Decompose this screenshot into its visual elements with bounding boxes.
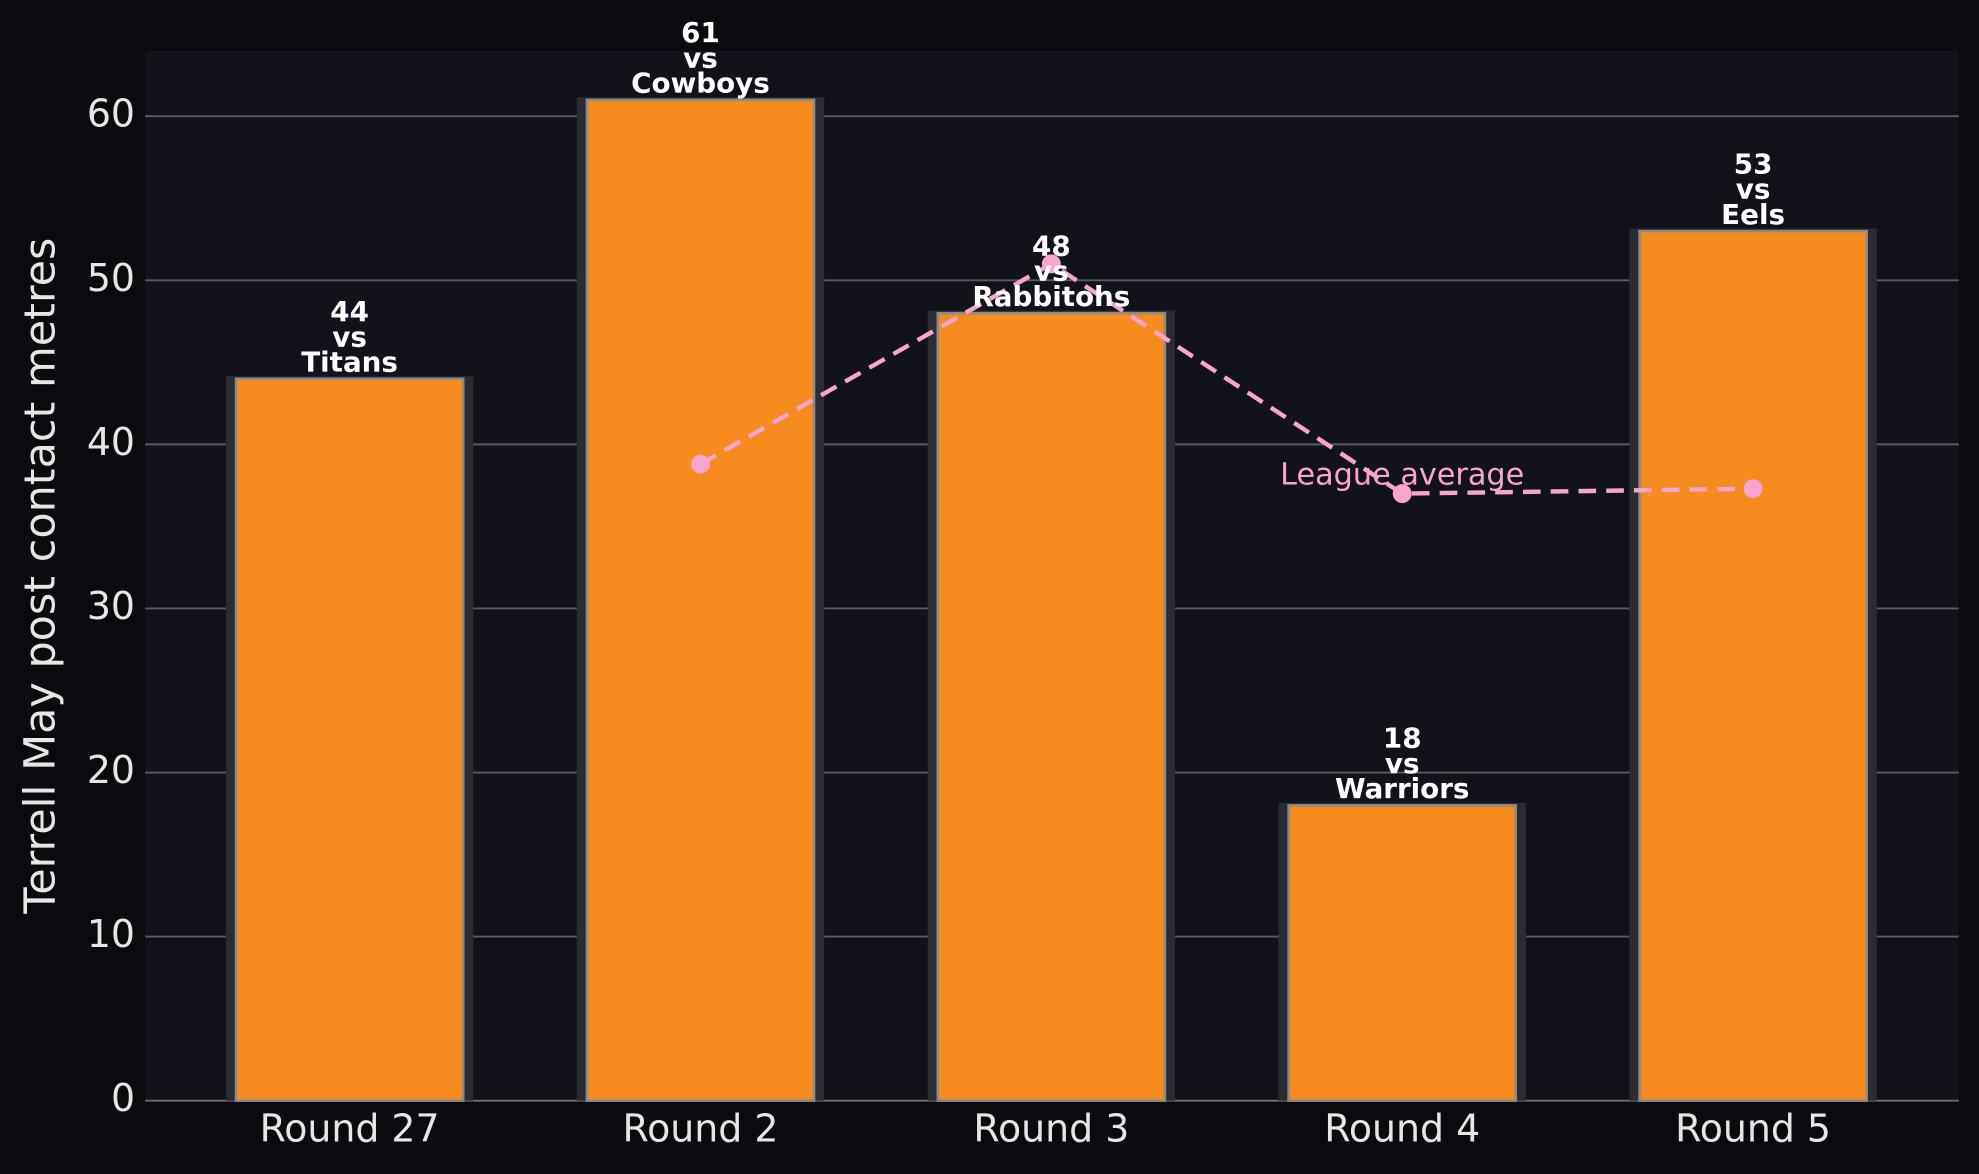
x-tick-label: Round 5 — [1675, 1106, 1831, 1150]
league-average-point — [1392, 484, 1412, 504]
data-label-line: vs — [1385, 747, 1420, 780]
data-label: 61 vs Cowboys — [631, 16, 770, 99]
data-label-line: Titans — [301, 346, 398, 379]
data-label-line: Rabbitohs — [972, 280, 1130, 313]
bar — [1638, 229, 1868, 1102]
league-average-label: League average — [1280, 457, 1524, 492]
league-average-point — [1743, 479, 1763, 499]
x-tick-label: Round 2 — [623, 1106, 779, 1150]
data-label-line: 18 — [1383, 722, 1422, 755]
y-tick-label: 10 — [87, 912, 135, 956]
y-tick-label: 20 — [87, 748, 135, 792]
x-tick-label: Round 4 — [1324, 1106, 1480, 1150]
data-label-line: vs — [1736, 173, 1771, 206]
data-label-line: Cowboys — [631, 67, 770, 100]
data-label: 53 vs Eels — [1721, 147, 1785, 230]
data-label: 18 vs Warriors — [1335, 722, 1469, 805]
bar — [234, 377, 465, 1102]
data-label: 44 vs Titans — [301, 295, 398, 378]
x-tick-label: Round 3 — [973, 1106, 1129, 1150]
y-axis-label: Terrell May post contact metres — [15, 238, 65, 915]
bar — [585, 98, 816, 1102]
y-tick-label: 40 — [87, 420, 135, 464]
league-average-line — [699, 261, 1754, 496]
y-tick-label: 0 — [111, 1076, 135, 1120]
y-tick-label: 30 — [87, 584, 135, 628]
data-label: 48 vs Rabbitohs — [972, 229, 1130, 312]
data-label-line: vs — [332, 320, 367, 353]
data-label-line: 61 — [681, 16, 720, 49]
data-label-line: Eels — [1721, 198, 1785, 231]
bar — [1287, 804, 1518, 1102]
x-tick-label: Round 27 — [260, 1106, 440, 1150]
y-tick-label: 50 — [87, 256, 135, 300]
data-label-line: 44 — [330, 295, 369, 328]
y-tick-label: 60 — [87, 92, 135, 136]
data-label-line: Warriors — [1335, 772, 1469, 805]
data-label-line: vs — [683, 41, 718, 74]
data-label-line: 53 — [1734, 147, 1773, 180]
league-average-point — [691, 454, 710, 474]
bar — [936, 311, 1167, 1102]
data-label-line: vs — [1034, 255, 1069, 288]
league-average-point — [1041, 254, 1061, 274]
data-label-line: 48 — [1032, 229, 1071, 262]
